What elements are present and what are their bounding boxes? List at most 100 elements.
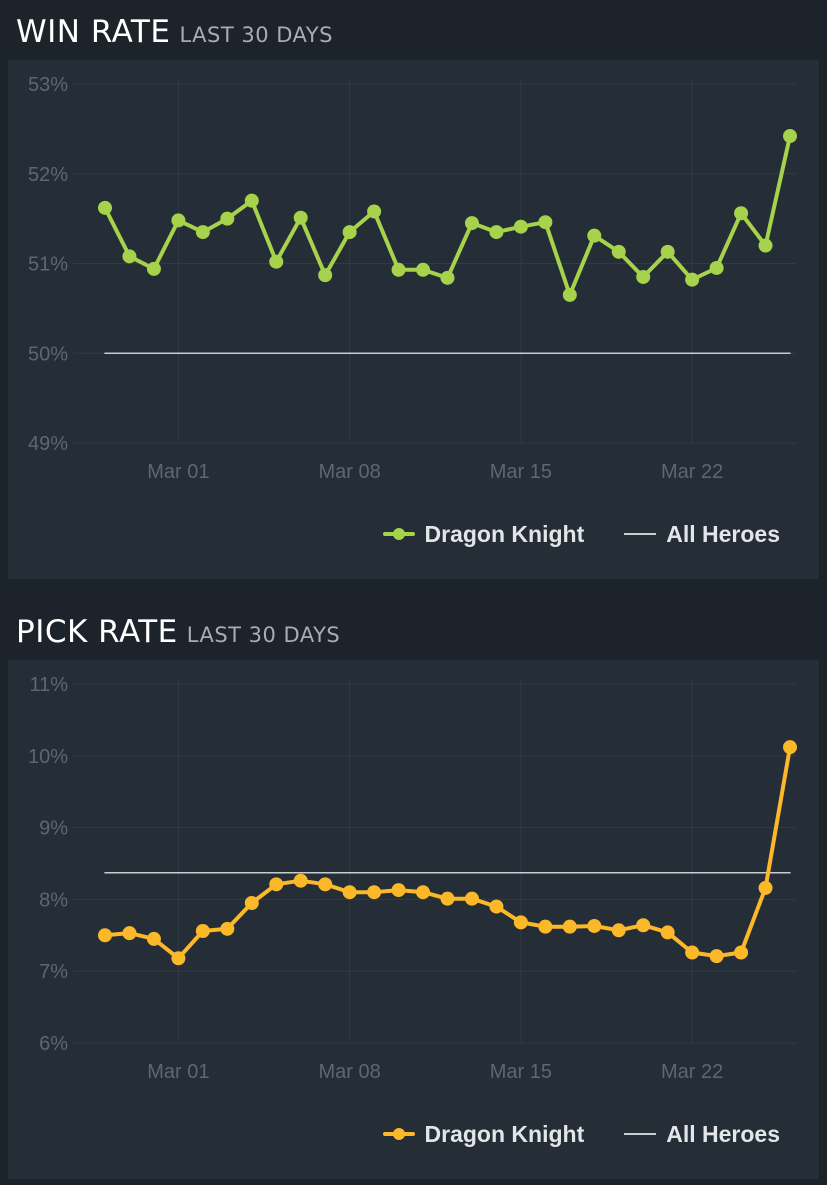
x-tick-label: Mar 22 (661, 461, 723, 483)
pick-rate-chart: 11% 10% 9% 8% 7% 6% Mar 01 Mar 08 Mar 15 Mar 22 (28, 674, 797, 1083)
data-point-dragon-knight[interactable] (318, 877, 333, 892)
y-tick-label: 50% (28, 343, 68, 365)
y-tick-label: 49% (28, 433, 68, 455)
data-point-dragon-knight[interactable] (440, 891, 455, 906)
data-point-dragon-knight[interactable] (440, 270, 455, 285)
data-point-dragon-knight[interactable] (587, 228, 602, 243)
data-point-dragon-knight[interactable] (367, 204, 382, 219)
data-point-dragon-knight[interactable] (489, 899, 504, 914)
y-tick-label: 10% (28, 746, 68, 768)
data-point-dragon-knight[interactable] (734, 206, 749, 221)
y-tick-label: 9% (39, 818, 68, 840)
legend-marker-all-heroes (624, 527, 657, 541)
pick-rate-heading: PICK RATE LAST 30 DAYS (16, 614, 340, 654)
data-point-dragon-knight[interactable] (611, 923, 626, 938)
pick-rate-chart-panel: 11% 10% 9% 8% 7% 6% Mar 01 Mar 08 Mar 15 Mar 22 D… (8, 660, 819, 1179)
data-point-dragon-knight[interactable] (416, 885, 431, 900)
data-point-dragon-knight[interactable] (244, 895, 259, 910)
data-point-dragon-knight[interactable] (293, 873, 308, 888)
data-point-dragon-knight[interactable] (464, 891, 479, 906)
data-point-dragon-knight[interactable] (342, 885, 357, 900)
legend-label-all-heroes: All Heroes (666, 1120, 780, 1147)
data-point-dragon-knight[interactable] (538, 919, 553, 934)
y-tick-label: 7% (39, 961, 68, 983)
data-point-dragon-knight[interactable] (660, 925, 675, 940)
legend-label-all-heroes: All Heroes (666, 520, 780, 547)
data-point-dragon-knight[interactable] (367, 885, 382, 900)
win-rate-chart: 53% 52% 51% 50% 49% Mar 01 Mar 08 Mar 15 Mar 22 (28, 74, 797, 483)
y-tick-label: 52% (28, 164, 68, 186)
legend-label-dragon-knight: Dragon Knight (424, 520, 585, 547)
data-point-dragon-knight[interactable] (513, 219, 528, 234)
legend-marker-dragon-knight (382, 1127, 415, 1141)
data-point-dragon-knight[interactable] (171, 213, 186, 228)
win-rate-chart-panel: 53% 52% 51% 50% 49% Mar 01 Mar 08 Mar 15 Mar 22 … (8, 60, 819, 579)
legend-item-all-heroes[interactable]: All Heroes (624, 521, 780, 548)
data-point-dragon-knight[interactable] (660, 244, 675, 259)
y-tick-label: 51% (28, 254, 68, 276)
x-tick-label: Mar 15 (490, 461, 552, 483)
data-point-dragon-knight[interactable] (709, 260, 724, 275)
legend-item-all-heroes[interactable]: All Heroes (624, 1121, 780, 1148)
data-point-dragon-knight[interactable] (293, 210, 308, 225)
pick-rate-title: PICK RATE (16, 614, 178, 650)
y-tick-label: 8% (39, 889, 68, 911)
data-point-dragon-knight[interactable] (636, 269, 651, 284)
data-point-dragon-knight[interactable] (758, 880, 773, 895)
x-tick-label: Mar 08 (319, 1061, 381, 1083)
data-point-dragon-knight[interactable] (636, 918, 651, 933)
x-tick-label: Mar 15 (490, 1061, 552, 1083)
win-rate-legend: Dragon Knight All Heroes (8, 518, 819, 550)
data-point-dragon-knight[interactable] (171, 951, 186, 966)
data-point-dragon-knight[interactable] (122, 249, 137, 264)
data-point-dragon-knight[interactable] (318, 268, 333, 283)
data-point-dragon-knight[interactable] (391, 883, 406, 898)
data-point-dragon-knight[interactable] (464, 216, 479, 231)
data-point-dragon-knight[interactable] (342, 225, 357, 240)
win-rate-heading: WIN RATE LAST 30 DAYS (16, 14, 333, 54)
x-tick-label: Mar 01 (147, 461, 209, 483)
data-point-dragon-knight[interactable] (244, 193, 259, 208)
data-point-dragon-knight[interactable] (489, 225, 504, 240)
data-point-dragon-knight[interactable] (195, 923, 210, 938)
data-point-dragon-knight[interactable] (391, 262, 406, 277)
legend-item-dragon-knight[interactable]: Dragon Knight (382, 520, 585, 548)
win-rate-title: WIN RATE (16, 14, 171, 50)
data-point-dragon-knight[interactable] (146, 261, 161, 276)
x-tick-label: Mar 08 (319, 461, 381, 483)
data-point-dragon-knight[interactable] (269, 877, 284, 892)
pick-rate-subtitle: LAST 30 DAYS (186, 623, 341, 647)
data-point-dragon-knight[interactable] (538, 215, 553, 230)
data-point-dragon-knight[interactable] (562, 919, 577, 934)
data-point-dragon-knight[interactable] (758, 238, 773, 253)
y-tick-label: 11% (29, 674, 68, 696)
data-point-dragon-knight[interactable] (734, 945, 749, 960)
data-point-dragon-knight[interactable] (416, 262, 431, 277)
data-point-dragon-knight[interactable] (513, 915, 528, 930)
data-point-dragon-knight[interactable] (685, 272, 700, 287)
win-rate-subtitle: LAST 30 DAYS (179, 23, 333, 47)
data-point-dragon-knight[interactable] (220, 211, 235, 226)
data-point-dragon-knight[interactable] (562, 287, 577, 302)
y-tick-label: 53% (28, 74, 68, 96)
data-point-dragon-knight[interactable] (587, 918, 602, 933)
data-point-dragon-knight[interactable] (709, 949, 724, 964)
data-point-dragon-knight[interactable] (195, 225, 210, 240)
y-tick-label: 6% (39, 1033, 68, 1055)
data-point-dragon-knight[interactable] (611, 244, 626, 259)
data-point-dragon-knight[interactable] (685, 945, 700, 960)
data-point-dragon-knight[interactable] (98, 200, 112, 215)
legend-label-dragon-knight: Dragon Knight (424, 1120, 585, 1147)
legend-item-dragon-knight[interactable]: Dragon Knight (382, 1120, 585, 1148)
data-point-dragon-knight[interactable] (122, 926, 137, 941)
data-point-dragon-knight[interactable] (783, 129, 797, 144)
data-point-dragon-knight[interactable] (146, 931, 161, 946)
data-point-dragon-knight[interactable] (783, 740, 797, 755)
data-point-dragon-knight[interactable] (220, 921, 235, 936)
data-point-dragon-knight[interactable] (98, 928, 112, 943)
pick-rate-legend: Dragon Knight All Heroes (8, 1118, 819, 1150)
data-point-dragon-knight[interactable] (269, 254, 284, 269)
legend-marker-dragon-knight (382, 527, 415, 541)
x-tick-label: Mar 01 (147, 1061, 209, 1083)
legend-marker-all-heroes (624, 1127, 657, 1141)
